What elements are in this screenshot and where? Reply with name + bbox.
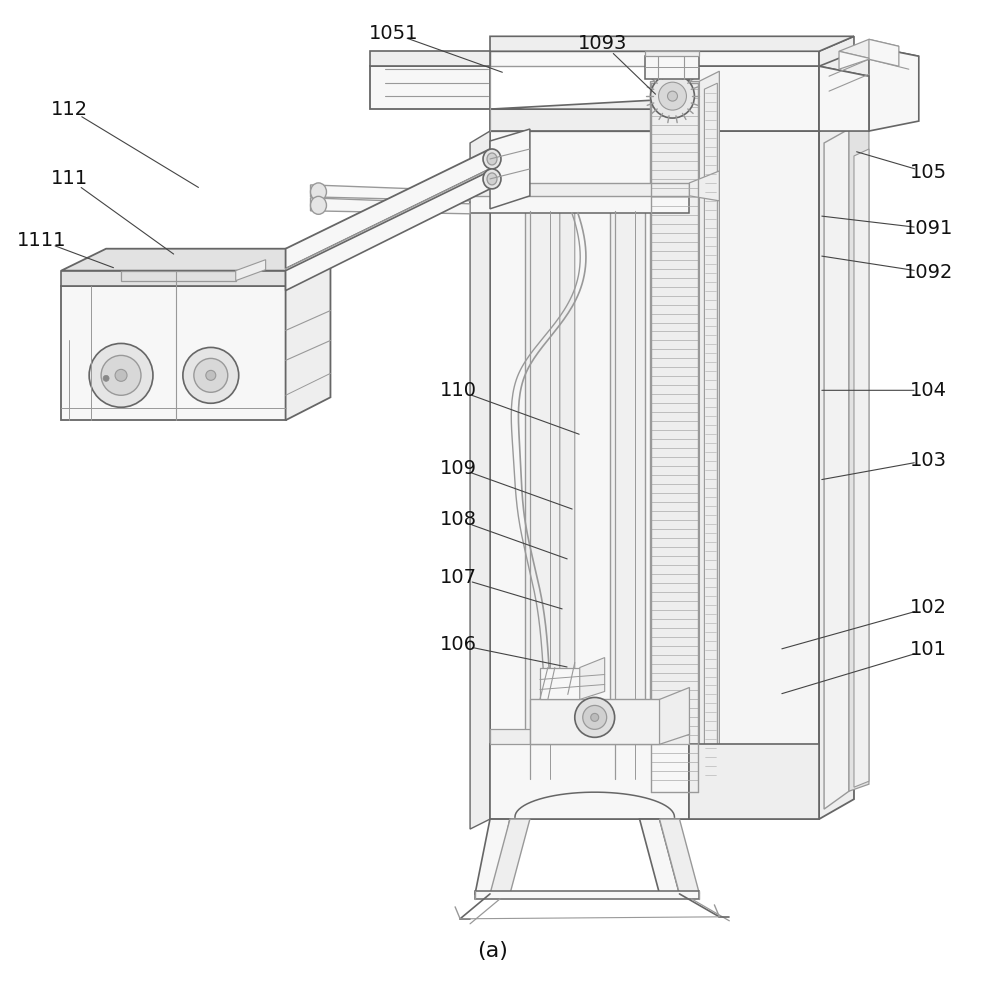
Text: (a): (a) <box>477 941 508 961</box>
Polygon shape <box>489 744 689 819</box>
Polygon shape <box>539 668 579 699</box>
Polygon shape <box>818 46 918 76</box>
Polygon shape <box>474 819 510 894</box>
Polygon shape <box>609 211 644 779</box>
Polygon shape <box>489 819 529 894</box>
Text: 109: 109 <box>439 459 476 478</box>
Polygon shape <box>689 66 818 131</box>
Polygon shape <box>838 39 898 58</box>
Polygon shape <box>469 196 689 213</box>
Polygon shape <box>469 183 689 196</box>
Polygon shape <box>704 83 717 791</box>
Text: 1092: 1092 <box>903 263 952 282</box>
Polygon shape <box>285 263 330 420</box>
Text: 105: 105 <box>909 163 947 182</box>
Circle shape <box>650 74 694 118</box>
Polygon shape <box>285 149 489 269</box>
Polygon shape <box>489 129 529 209</box>
Polygon shape <box>838 51 868 69</box>
Circle shape <box>193 358 228 392</box>
Polygon shape <box>489 729 689 744</box>
Polygon shape <box>818 36 853 131</box>
Text: 111: 111 <box>50 169 88 188</box>
Polygon shape <box>61 249 330 271</box>
Polygon shape <box>236 260 265 281</box>
Polygon shape <box>61 271 285 286</box>
Text: 112: 112 <box>50 100 88 119</box>
Polygon shape <box>489 109 853 131</box>
Polygon shape <box>474 891 699 899</box>
Polygon shape <box>848 119 868 791</box>
Polygon shape <box>489 51 689 66</box>
Polygon shape <box>579 658 604 699</box>
Circle shape <box>667 91 676 101</box>
Polygon shape <box>818 66 868 131</box>
Ellipse shape <box>311 196 326 214</box>
Polygon shape <box>311 185 469 201</box>
Text: 1111: 1111 <box>17 231 66 250</box>
Polygon shape <box>489 36 853 51</box>
Polygon shape <box>689 171 719 201</box>
Polygon shape <box>489 89 853 109</box>
Polygon shape <box>853 149 868 787</box>
Polygon shape <box>868 39 898 66</box>
Text: 102: 102 <box>909 598 947 617</box>
Circle shape <box>89 343 153 407</box>
Polygon shape <box>659 819 699 894</box>
Ellipse shape <box>482 169 501 189</box>
Polygon shape <box>659 687 689 744</box>
Circle shape <box>658 82 685 110</box>
Text: 1051: 1051 <box>368 24 418 43</box>
Polygon shape <box>529 699 659 744</box>
Text: 106: 106 <box>439 635 476 654</box>
Text: 1093: 1093 <box>578 34 627 53</box>
Text: 110: 110 <box>439 381 476 400</box>
Text: 1091: 1091 <box>903 219 952 238</box>
Circle shape <box>182 347 239 403</box>
Polygon shape <box>649 81 699 794</box>
Polygon shape <box>469 131 489 829</box>
Polygon shape <box>285 171 489 291</box>
Polygon shape <box>868 46 918 131</box>
Polygon shape <box>644 56 699 79</box>
Polygon shape <box>121 271 236 281</box>
Polygon shape <box>823 129 848 809</box>
Polygon shape <box>689 744 818 819</box>
Polygon shape <box>489 109 689 131</box>
Circle shape <box>206 370 216 380</box>
Polygon shape <box>644 51 699 56</box>
Polygon shape <box>61 286 285 420</box>
Text: 107: 107 <box>439 568 476 587</box>
Ellipse shape <box>486 153 497 165</box>
Polygon shape <box>639 819 678 894</box>
Polygon shape <box>311 198 469 214</box>
Ellipse shape <box>486 173 497 185</box>
Text: 104: 104 <box>909 381 947 400</box>
Polygon shape <box>489 131 689 819</box>
Text: 108: 108 <box>439 510 476 529</box>
Text: 101: 101 <box>909 640 947 659</box>
Circle shape <box>582 705 606 729</box>
Circle shape <box>103 375 109 381</box>
Polygon shape <box>285 249 330 286</box>
Circle shape <box>591 713 599 721</box>
Polygon shape <box>370 51 489 66</box>
Polygon shape <box>689 51 818 66</box>
Polygon shape <box>689 131 818 819</box>
Circle shape <box>115 369 127 381</box>
Polygon shape <box>285 169 489 279</box>
Polygon shape <box>370 66 489 109</box>
Ellipse shape <box>482 149 501 169</box>
Circle shape <box>101 355 141 395</box>
Polygon shape <box>559 204 574 779</box>
Polygon shape <box>699 71 719 794</box>
Polygon shape <box>818 109 853 819</box>
Polygon shape <box>525 211 559 779</box>
Ellipse shape <box>311 183 326 201</box>
Text: 103: 103 <box>909 451 947 470</box>
Circle shape <box>574 697 614 737</box>
